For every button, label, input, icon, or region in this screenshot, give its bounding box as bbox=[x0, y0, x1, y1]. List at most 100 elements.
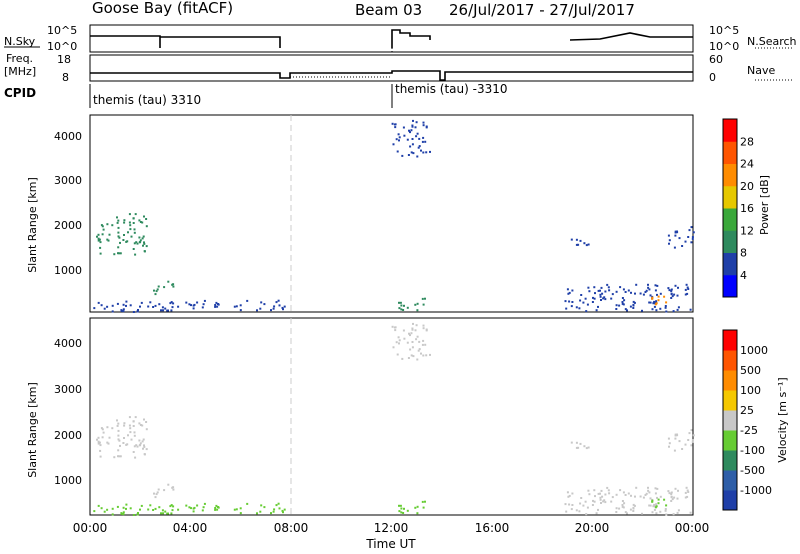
power-cell bbox=[394, 126, 397, 129]
velocity-cell bbox=[149, 504, 152, 507]
power-cell bbox=[172, 302, 175, 305]
power-cell bbox=[166, 309, 169, 312]
velocity-cell bbox=[641, 512, 643, 515]
velocity-cell bbox=[402, 512, 405, 514]
power-cell bbox=[196, 301, 199, 304]
velocity-cell bbox=[122, 442, 125, 444]
power-cell bbox=[570, 305, 573, 308]
velocity-cell bbox=[116, 424, 119, 427]
velocity-cell bbox=[657, 498, 660, 501]
power-cell bbox=[582, 301, 585, 304]
velocity-cell bbox=[416, 512, 419, 515]
velocity-cell bbox=[654, 492, 657, 495]
power-cell bbox=[158, 303, 161, 306]
velocity-cell bbox=[578, 510, 581, 513]
power-cell bbox=[149, 301, 152, 304]
velocity-cell bbox=[99, 449, 102, 452]
power-cell bbox=[120, 309, 123, 312]
power-cell bbox=[132, 311, 135, 313]
velocity-cell bbox=[601, 495, 604, 498]
velocity-cell bbox=[122, 511, 125, 514]
velocity-colorbar-swatch bbox=[723, 490, 737, 511]
velocity-cell bbox=[568, 494, 571, 497]
velocity-cell bbox=[117, 449, 120, 452]
velocity-cell bbox=[158, 506, 161, 509]
velocity-cell bbox=[398, 504, 400, 507]
velocity-cell bbox=[687, 439, 690, 441]
power-colorbar-tick: 24 bbox=[740, 158, 754, 171]
velocity-cell bbox=[688, 432, 691, 435]
power-cell bbox=[403, 304, 405, 307]
velocity-cell bbox=[133, 445, 136, 448]
velocity-colorbar-tick: -500 bbox=[740, 464, 765, 477]
velocity-cell bbox=[673, 449, 676, 452]
power-cell bbox=[586, 303, 589, 306]
power-cell bbox=[659, 307, 662, 310]
velocity-cell bbox=[406, 341, 409, 344]
velocity-cell bbox=[106, 426, 109, 429]
velocity-cell bbox=[260, 504, 263, 507]
power-cell bbox=[619, 286, 622, 289]
velocity-cell bbox=[632, 510, 635, 512]
power-cell bbox=[93, 307, 96, 310]
velocity-cell bbox=[653, 508, 656, 511]
power-cell bbox=[411, 138, 414, 140]
power-cell bbox=[668, 242, 670, 245]
power-cell bbox=[673, 293, 676, 296]
velocity-cell bbox=[145, 421, 148, 423]
xtick-0800: 08:00 bbox=[274, 521, 309, 535]
power-cell bbox=[621, 302, 624, 305]
velocity-cell bbox=[674, 437, 677, 440]
power-cell bbox=[142, 244, 144, 247]
power-cell bbox=[215, 301, 218, 304]
velocity-cell bbox=[676, 433, 678, 436]
power-cell bbox=[128, 221, 131, 224]
velocity-cell bbox=[671, 498, 674, 501]
power-ytick-3000: 3000 bbox=[54, 174, 82, 187]
velocity-cell bbox=[97, 436, 100, 439]
power-cell bbox=[155, 290, 158, 293]
velocity-cell bbox=[630, 494, 632, 497]
power-cell bbox=[141, 221, 144, 224]
power-cell bbox=[632, 307, 635, 309]
power-cell bbox=[665, 301, 668, 304]
velocity-colorbar-swatch bbox=[723, 370, 737, 391]
velocity-cell bbox=[607, 489, 610, 492]
power-cell bbox=[414, 126, 417, 129]
power-cell bbox=[130, 235, 133, 238]
power-cell bbox=[117, 219, 120, 222]
power-cell bbox=[256, 309, 258, 312]
velocity-cell bbox=[602, 500, 605, 503]
velocity-cell bbox=[102, 431, 105, 434]
velocity-cell bbox=[649, 504, 652, 507]
velocity-cell bbox=[132, 451, 135, 453]
power-cell bbox=[673, 246, 676, 249]
power-cell bbox=[587, 243, 590, 246]
velocity-cell bbox=[408, 332, 410, 335]
power-cell bbox=[133, 231, 136, 234]
power-cell bbox=[177, 305, 180, 308]
power-cell bbox=[145, 245, 148, 248]
velocity-cell bbox=[106, 441, 109, 444]
power-cell bbox=[599, 295, 602, 298]
power-cell bbox=[653, 305, 656, 308]
power-cell bbox=[273, 305, 276, 308]
power-cell bbox=[106, 238, 109, 241]
velocity-cell bbox=[649, 497, 652, 500]
power-cell bbox=[119, 252, 122, 255]
velocity-cell bbox=[647, 489, 650, 492]
cpid-segment-2: themis (tau) -3310 bbox=[395, 82, 508, 96]
velocity-cell bbox=[691, 440, 694, 443]
velocity-cell bbox=[129, 427, 132, 430]
power-cell bbox=[129, 224, 132, 227]
velocity-cell bbox=[201, 509, 204, 512]
power-colorbar-tick: 4 bbox=[740, 269, 747, 282]
power-cell bbox=[579, 239, 582, 242]
power-cell bbox=[100, 304, 103, 307]
power-cell bbox=[665, 310, 668, 313]
velocity-cell bbox=[657, 502, 660, 505]
power-cell bbox=[571, 301, 574, 303]
velocity-cell bbox=[118, 439, 121, 442]
velocity-colorbar-tick: 500 bbox=[740, 364, 761, 377]
